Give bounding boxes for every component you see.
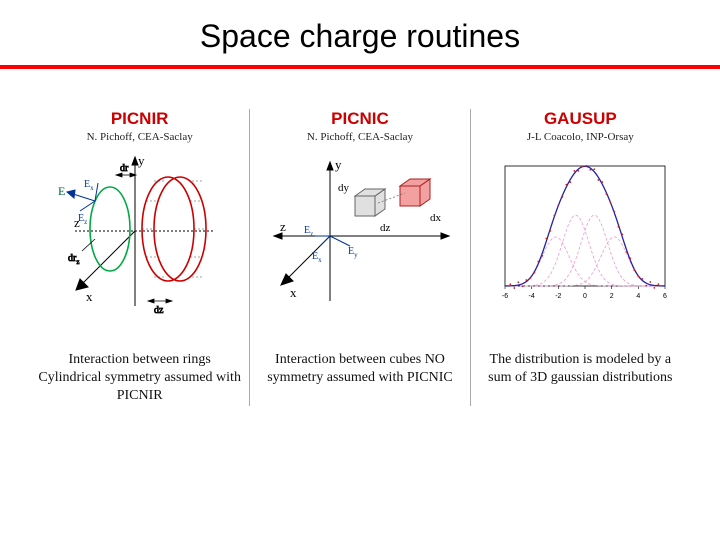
svg-text:0: 0 (583, 293, 587, 300)
Ey-label: Ey (348, 246, 358, 259)
red-cube (400, 179, 430, 206)
panel-picnir: PICNIR N. Pichoff, CEA-Saclay y z x (30, 109, 250, 406)
dz-label: dz (380, 222, 391, 234)
axis-x-label: x (290, 285, 297, 300)
svg-text:-2: -2 (556, 293, 562, 300)
axis-y-label: y (335, 157, 342, 172)
drz-label: drz (68, 253, 79, 266)
Ex-label: Ex (84, 179, 94, 192)
panel-gausup-caption: The distribution is modeled by a sum of … (477, 351, 684, 387)
dy-label: dy (338, 182, 350, 194)
dx-label: dx (430, 212, 442, 224)
Ex-label: Ex (312, 251, 322, 264)
panel-picnic-caption: Interaction between cubes NO symmetry as… (256, 351, 463, 387)
axis-x-label: x (86, 289, 93, 304)
grey-cube (355, 189, 385, 216)
green-ring (90, 187, 130, 271)
E-label: E (58, 184, 65, 198)
panel-gausup-title: GAUSUP (544, 109, 617, 129)
panel-picnic: PICNIC N. Pichoff, CEA-Saclay y z x (250, 109, 470, 406)
picnir-diagram: y z x (40, 151, 240, 321)
panel-gausup: GAUSUP J-L Coacolo, INP-Orsay -6 -4 -2 0 2 4 6… (471, 109, 690, 406)
panel-picnic-author: N. Pichoff, CEA-Saclay (307, 131, 413, 143)
gausup-diagram: -6 -4 -2 0 2 4 6 (480, 151, 680, 321)
panel-picnir-title: PICNIR (111, 109, 169, 129)
svg-text:4: 4 (637, 293, 641, 300)
svg-text:6: 6 (663, 293, 667, 300)
svg-text:-6: -6 (502, 293, 508, 300)
axis-y-label: y (138, 153, 145, 168)
page-title: Space charge routines (0, 0, 720, 65)
axis-z-label: z (280, 219, 286, 234)
svg-text:-4: -4 (529, 293, 535, 300)
dz-label: dz (154, 305, 164, 316)
svg-text:2: 2 (610, 293, 614, 300)
panel-picnic-title: PICNIC (331, 109, 389, 129)
panel-gausup-author: J-L Coacolo, INP-Orsay (527, 131, 634, 143)
panel-picnir-caption: Interaction between rings Cylindrical sy… (36, 351, 243, 406)
dr-label: dr (120, 163, 129, 174)
title-underline (0, 65, 720, 69)
panel-picnir-author: N. Pichoff, CEA-Saclay (87, 131, 193, 143)
red-ring (142, 177, 206, 281)
panels-row: PICNIR N. Pichoff, CEA-Saclay y z x (0, 109, 720, 406)
picnic-diagram: y z x dx dy dz (260, 151, 460, 321)
